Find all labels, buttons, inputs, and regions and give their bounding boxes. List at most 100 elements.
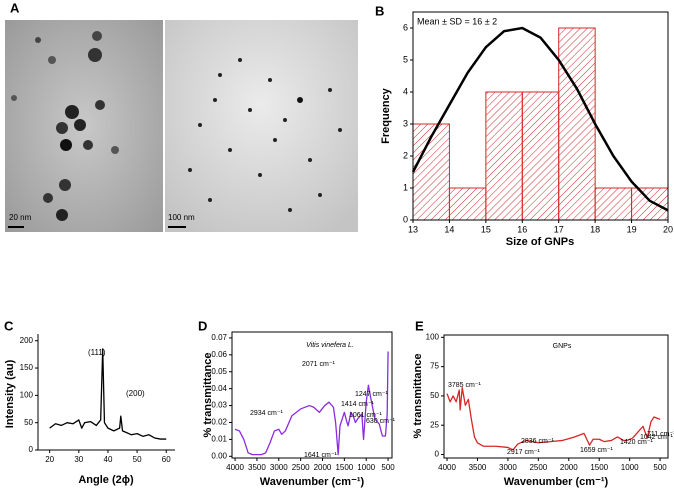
y-tick-label: 0.01 bbox=[211, 435, 227, 444]
peak-label: 1420 cm⁻¹ bbox=[620, 439, 654, 446]
scale-bar-label: 100 nm bbox=[168, 213, 195, 222]
peak-label: 1247 cm⁻¹ bbox=[355, 391, 389, 398]
scale-bar-label: 20 nm bbox=[9, 213, 32, 222]
y-tick-label: 6 bbox=[403, 22, 408, 32]
panel-label: B bbox=[375, 3, 384, 18]
y-tick-label: 25 bbox=[430, 420, 439, 429]
peak-label: (200) bbox=[126, 389, 145, 398]
histogram-bar bbox=[521, 91, 560, 221]
y-tick-label: 100 bbox=[426, 332, 440, 341]
plot-frame bbox=[412, 11, 669, 221]
x-tick-label: 17 bbox=[554, 224, 564, 234]
x-tick-label: 500 bbox=[653, 463, 667, 472]
y-tick-label: 0.07 bbox=[211, 333, 227, 342]
x-tick-label: 1500 bbox=[335, 463, 353, 472]
x-axis-label: Wavenumber (cm⁻¹) bbox=[260, 476, 365, 488]
x-tick-label: 1000 bbox=[357, 463, 375, 472]
chart-title: GNPs bbox=[553, 343, 572, 350]
peak-label: 711 cm⁻¹ bbox=[647, 431, 674, 438]
histogram-bar bbox=[594, 187, 633, 221]
histogram-bar bbox=[485, 91, 523, 221]
y-tick-label: 50 bbox=[24, 418, 33, 427]
peak-label: 630 cm⁻¹ bbox=[366, 418, 396, 425]
y-tick-label: 0 bbox=[403, 214, 408, 224]
x-tick-label: 2000 bbox=[314, 463, 332, 472]
x-tick-label: 15 bbox=[481, 224, 491, 234]
x-tick-label: 30 bbox=[74, 455, 83, 464]
y-axis-label: % transmittance bbox=[412, 354, 424, 439]
x-tick-label: 3000 bbox=[499, 463, 517, 472]
peak-label: 1414 cm⁻¹ bbox=[341, 401, 375, 408]
y-tick-label: 3 bbox=[403, 118, 408, 128]
histogram-bar bbox=[631, 187, 669, 221]
panel-label: C bbox=[4, 318, 14, 333]
panel-label: D bbox=[198, 318, 207, 333]
histogram-bar bbox=[448, 187, 487, 221]
y-tick-label: 5 bbox=[403, 54, 408, 64]
plot-frame bbox=[443, 334, 669, 459]
peak-label: 1641 cm⁻¹ bbox=[304, 452, 338, 459]
data-line bbox=[49, 348, 167, 440]
x-tick-label: 500 bbox=[381, 463, 395, 472]
peak-label: 2917 cm⁻¹ bbox=[507, 449, 541, 456]
x-tick-label: 20 bbox=[663, 224, 673, 234]
x-axis-label: Angle (2ϕ) bbox=[78, 474, 134, 486]
y-tick-label: 100 bbox=[20, 390, 34, 399]
peak-label: 1659 cm⁻¹ bbox=[580, 447, 614, 454]
y-tick-label: 75 bbox=[430, 362, 439, 371]
x-tick-label: 19 bbox=[627, 224, 637, 234]
y-tick-label: 0.06 bbox=[211, 350, 227, 359]
y-tick-label: 150 bbox=[20, 363, 34, 372]
x-tick-label: 3000 bbox=[270, 463, 288, 472]
plot-frame bbox=[231, 331, 393, 459]
x-tick-label: 13 bbox=[408, 224, 418, 234]
annotation: Mean ± SD = 16 ± 2 bbox=[417, 16, 497, 26]
x-tick-label: 2500 bbox=[292, 463, 310, 472]
y-tick-label: 4 bbox=[403, 86, 408, 96]
tem-image-right bbox=[165, 20, 358, 232]
x-tick-label: 14 bbox=[444, 224, 454, 234]
x-tick-label: 2500 bbox=[529, 463, 547, 472]
density-curve bbox=[411, 26, 669, 212]
y-tick-label: 1 bbox=[403, 182, 408, 192]
y-axis-label: % transmittance bbox=[202, 353, 214, 438]
peak-label: 2071 cm⁻¹ bbox=[302, 361, 336, 368]
x-tick-label: 60 bbox=[162, 455, 171, 464]
x-tick-label: 18 bbox=[590, 224, 600, 234]
y-tick-label: 0 bbox=[435, 450, 440, 459]
x-tick-label: 3500 bbox=[248, 463, 266, 472]
y-axis-label: Intensity (au) bbox=[4, 359, 16, 428]
x-tick-label: 20 bbox=[45, 455, 54, 464]
x-tick-label: 50 bbox=[133, 455, 142, 464]
y-tick-label: 0 bbox=[29, 445, 34, 454]
x-tick-label: 16 bbox=[517, 224, 527, 234]
y-tick-label: 0.04 bbox=[211, 384, 227, 393]
x-axis-label: Size of GNPs bbox=[506, 236, 574, 248]
peak-label: (111) bbox=[88, 348, 106, 357]
peak-label: 2934 cm⁻¹ bbox=[250, 410, 284, 417]
peak-label: 1042 cm⁻¹ bbox=[640, 434, 674, 441]
peak-label: 1061 cm⁻¹ bbox=[349, 412, 383, 419]
peak-label: 2836 cm⁻¹ bbox=[521, 438, 555, 445]
y-tick-label: 50 bbox=[430, 391, 439, 400]
data-line bbox=[446, 387, 661, 451]
data-line bbox=[234, 351, 389, 456]
x-tick-label: 4000 bbox=[226, 463, 244, 472]
y-tick-label: 0.03 bbox=[211, 401, 227, 410]
tem-image-left bbox=[5, 20, 163, 232]
y-tick-label: 2 bbox=[403, 150, 408, 160]
panel-label: A bbox=[10, 0, 20, 15]
y-axis-label: Frequency bbox=[380, 87, 392, 144]
y-tick-label: 0.02 bbox=[211, 418, 227, 427]
x-tick-label: 4000 bbox=[438, 463, 456, 472]
x-tick-label: 3500 bbox=[469, 463, 487, 472]
chart-title: Vitis vinefera L. bbox=[306, 342, 354, 349]
panel-label: E bbox=[415, 318, 424, 333]
y-tick-label: 200 bbox=[20, 336, 34, 345]
x-axis-label: Wavenumber (cm⁻¹) bbox=[504, 476, 609, 488]
x-tick-label: 2000 bbox=[560, 463, 578, 472]
x-tick-label: 1000 bbox=[621, 463, 639, 472]
x-tick-label: 1500 bbox=[590, 463, 608, 472]
histogram-bar bbox=[558, 27, 596, 221]
